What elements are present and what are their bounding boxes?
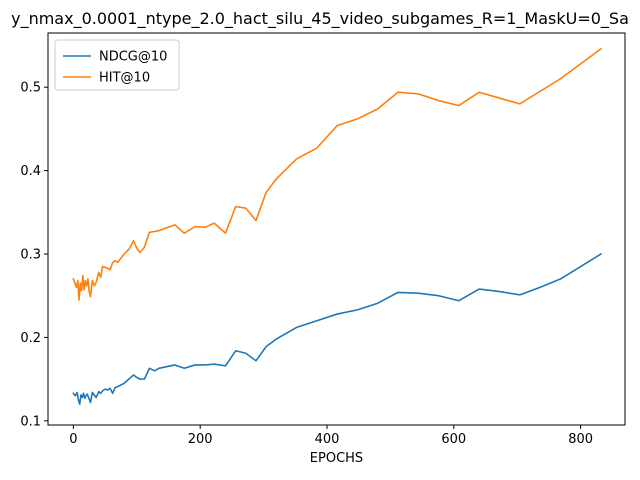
x-axis-ticks: 0 200 400 600 800 bbox=[69, 425, 593, 447]
x-tick-label: 400 bbox=[315, 432, 340, 447]
series-line-hit-10 bbox=[72, 47, 603, 301]
x-axis-label: EPOCHS bbox=[310, 451, 363, 466]
chart-title: y_nmax_0.0001_ntype_2.0_hact_silu_45_vid… bbox=[11, 9, 629, 29]
x-tick-label: 200 bbox=[188, 432, 213, 447]
series-line-ndcg-10 bbox=[72, 252, 603, 405]
plot-frame bbox=[47, 32, 626, 426]
legend-label-hit-10: HIT@10 bbox=[99, 71, 150, 86]
x-tick-label: 0 bbox=[69, 432, 77, 447]
y-axis-ticks: 0.1 0.2 0.3 0.4 0.5 bbox=[20, 81, 48, 429]
y-tick-label: 0.1 bbox=[20, 414, 41, 429]
x-tick-label: 600 bbox=[441, 432, 466, 447]
x-tick-label: 800 bbox=[568, 432, 593, 447]
legend: NDCG@10 HIT@10 bbox=[54, 39, 180, 91]
y-tick-label: 0.5 bbox=[20, 81, 41, 96]
y-tick-label: 0.3 bbox=[20, 248, 41, 263]
series-layer bbox=[72, 47, 603, 405]
y-tick-label: 0.2 bbox=[20, 331, 41, 346]
legend-label-ndcg-10: NDCG@10 bbox=[99, 50, 167, 65]
y-tick-label: 0.4 bbox=[20, 164, 41, 179]
